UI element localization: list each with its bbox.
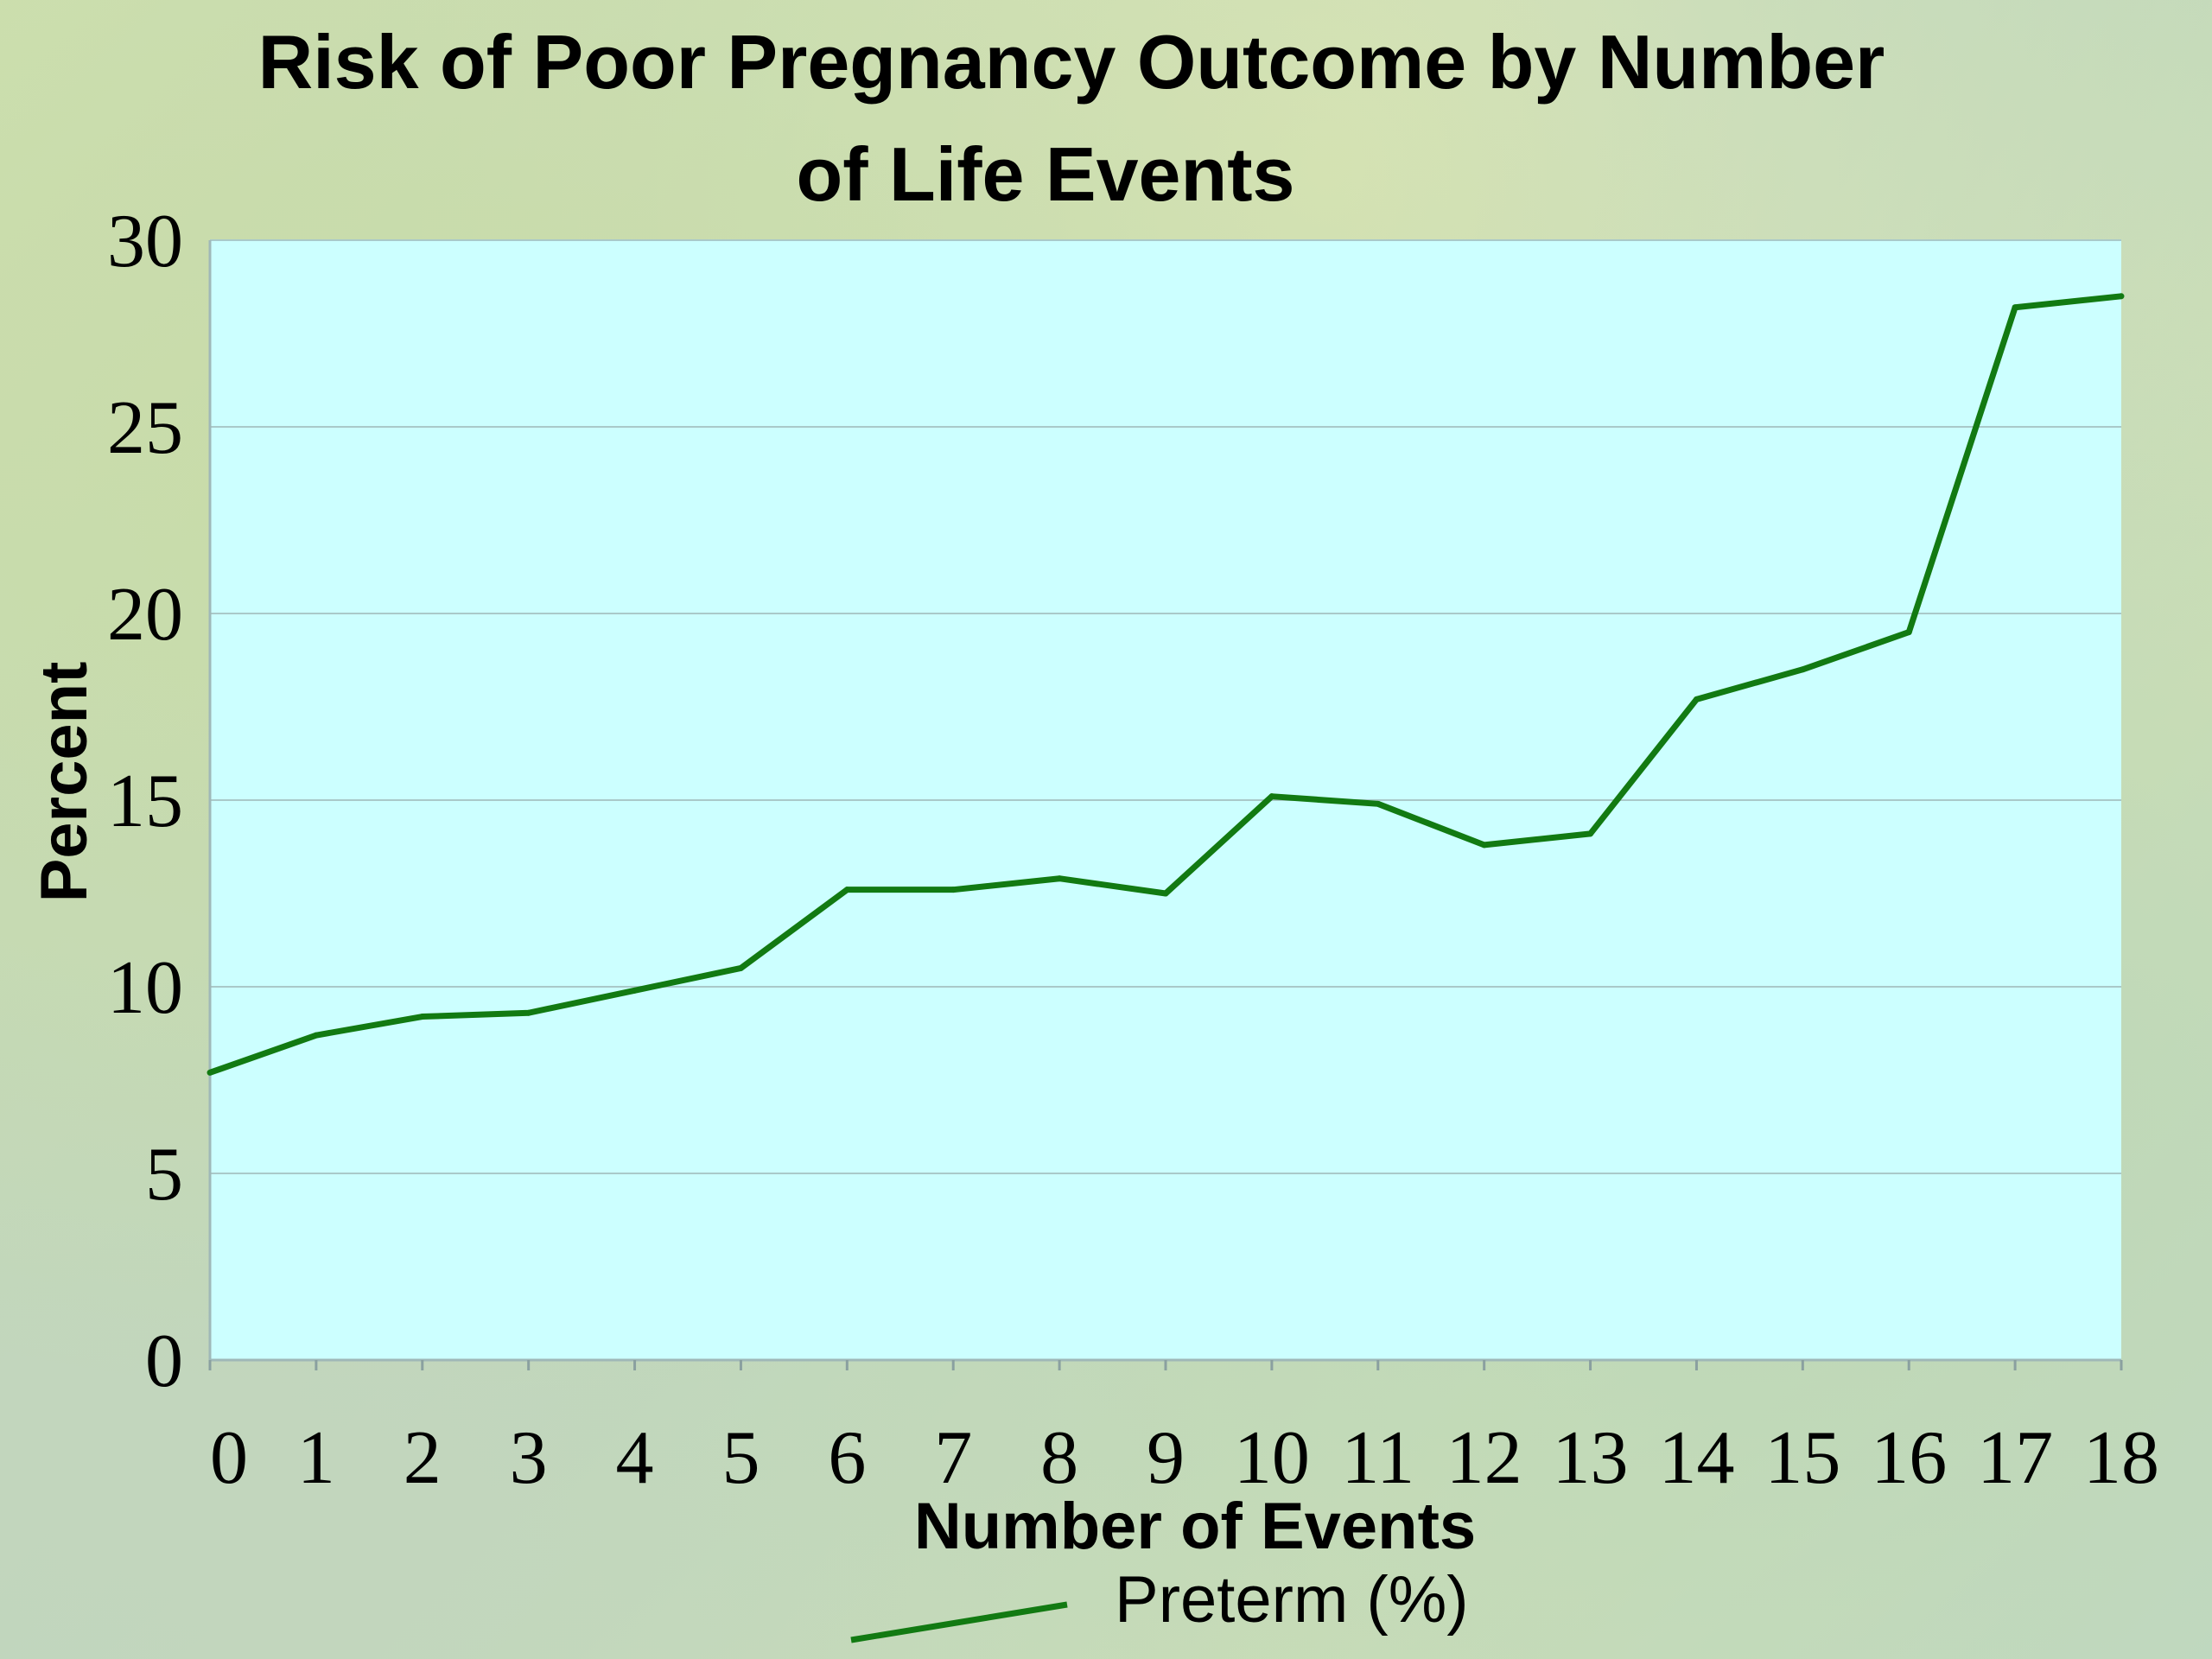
x-tick-label-9: 9 bbox=[1147, 1416, 1185, 1500]
y-tick-label-5: 5 bbox=[145, 1133, 183, 1217]
data-point-10 bbox=[1268, 793, 1275, 800]
data-point-12 bbox=[1481, 842, 1488, 849]
x-tick-label-5: 5 bbox=[721, 1416, 760, 1500]
y-axis-tick-labels: 0 5 10 15 20 25 30 bbox=[107, 200, 183, 1403]
x-tick-label-4: 4 bbox=[616, 1416, 654, 1500]
axes bbox=[208, 240, 2123, 1370]
chart-title-line-2: of Life Events bbox=[797, 131, 1295, 217]
x-tick-label-12: 12 bbox=[1446, 1416, 1522, 1500]
data-point-18 bbox=[2118, 293, 2125, 300]
x-tick-label-10: 10 bbox=[1234, 1416, 1310, 1500]
x-tick-label-18: 18 bbox=[2083, 1416, 2159, 1500]
y-tick-label-20: 20 bbox=[107, 573, 183, 657]
x-tick-label-16: 16 bbox=[1871, 1416, 1947, 1500]
x-tick-label-6: 6 bbox=[828, 1416, 866, 1500]
data-point-14 bbox=[1693, 696, 1700, 702]
data-point-3 bbox=[525, 1009, 532, 1016]
y-tick-label-0: 0 bbox=[145, 1319, 183, 1403]
x-tick-label-8: 8 bbox=[1040, 1416, 1078, 1500]
gridlines bbox=[210, 239, 2121, 1174]
data-point-1 bbox=[313, 1032, 320, 1039]
x-tick-label-13: 13 bbox=[1553, 1416, 1629, 1500]
x-tick-label-14: 14 bbox=[1658, 1416, 1734, 1500]
y-tick-label-15: 15 bbox=[107, 760, 183, 843]
y-tick-label-30: 30 bbox=[107, 200, 183, 283]
x-axis-tick-labels: 0 1 2 3 4 5 6 7 8 9 10 11 12 13 14 15 16 17 18 bbox=[210, 1416, 2159, 1500]
x-tick-label-11: 11 bbox=[1341, 1416, 1414, 1500]
data-point-7 bbox=[950, 887, 957, 893]
x-axis-title: Number of Events bbox=[914, 1490, 1476, 1563]
data-point-6 bbox=[843, 887, 850, 893]
data-point-15 bbox=[1799, 666, 1806, 673]
data-point-16 bbox=[1905, 629, 1912, 636]
data-point-4 bbox=[632, 987, 639, 994]
series-layer bbox=[207, 293, 2125, 1076]
legend-label-preterm: Preterm (%) bbox=[1115, 1563, 1469, 1637]
legend: Preterm (%) bbox=[850, 1563, 1469, 1643]
data-point-17 bbox=[2012, 304, 2018, 311]
data-point-0 bbox=[207, 1069, 213, 1076]
data-point-11 bbox=[1375, 800, 1382, 807]
x-tick-label-1: 1 bbox=[297, 1416, 335, 1500]
x-tick-label-2: 2 bbox=[404, 1416, 442, 1500]
legend-swatch-preterm bbox=[850, 1601, 1068, 1643]
data-point-9 bbox=[1162, 890, 1169, 897]
x-tick-label-0: 0 bbox=[210, 1416, 248, 1500]
y-tick-label-10: 10 bbox=[107, 946, 183, 1030]
data-point-2 bbox=[419, 1014, 426, 1020]
x-tick-label-15: 15 bbox=[1764, 1416, 1840, 1500]
chart-title-line-1: Risk of Poor Pregnancy Outcome by Number bbox=[258, 19, 1885, 105]
data-point-5 bbox=[737, 964, 744, 971]
data-point-8 bbox=[1056, 875, 1063, 882]
x-tick-label-3: 3 bbox=[510, 1416, 548, 1500]
data-point-13 bbox=[1587, 830, 1594, 837]
x-tick-label-17: 17 bbox=[1977, 1416, 2053, 1500]
y-tick-label-25: 25 bbox=[107, 386, 183, 470]
y-axis-title: Percent bbox=[28, 662, 101, 903]
x-tick-label-7: 7 bbox=[934, 1416, 972, 1500]
